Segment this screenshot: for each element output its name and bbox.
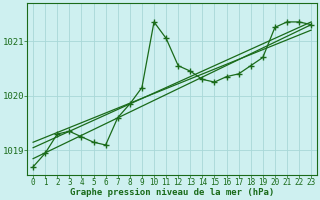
X-axis label: Graphe pression niveau de la mer (hPa): Graphe pression niveau de la mer (hPa) — [70, 188, 274, 197]
